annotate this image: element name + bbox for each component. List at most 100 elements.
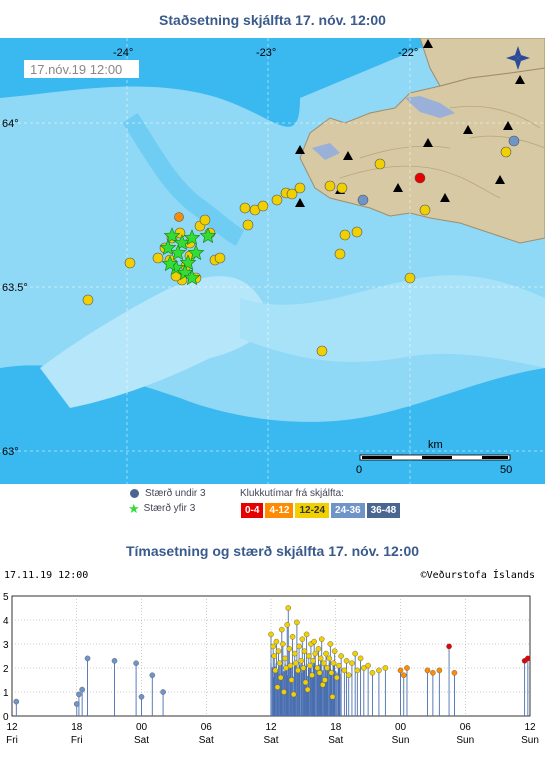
quake-marker bbox=[500, 146, 512, 158]
quake-marker bbox=[316, 345, 328, 357]
quake-point bbox=[303, 631, 310, 638]
quake-point bbox=[305, 653, 312, 659]
x-tick-day-label: Sat bbox=[263, 735, 278, 746]
magnitude-legend: Stærð undir 3 ★ Stærð yfir 3 bbox=[128, 486, 206, 516]
y-tick-label: 5 bbox=[3, 592, 9, 603]
quake-point bbox=[278, 626, 285, 633]
credit: ©Veðurstofa Íslands bbox=[420, 570, 535, 581]
quake-point bbox=[322, 677, 328, 683]
contours bbox=[339, 105, 545, 199]
quake-point bbox=[280, 641, 286, 647]
star-icon: ★ bbox=[128, 501, 140, 516]
quake-marker bbox=[124, 257, 136, 269]
quake-point bbox=[289, 634, 296, 640]
quake-marker bbox=[357, 194, 369, 206]
quake-marker bbox=[339, 229, 351, 241]
quake-point bbox=[274, 684, 281, 690]
quake-point bbox=[76, 691, 82, 698]
quake-point bbox=[323, 650, 329, 657]
star-marker bbox=[169, 244, 187, 261]
quake-point bbox=[446, 643, 452, 650]
station-icon bbox=[423, 138, 433, 147]
quake-marker bbox=[199, 214, 211, 226]
quake-point bbox=[283, 665, 289, 671]
star-marker bbox=[183, 269, 201, 286]
quake-point bbox=[298, 658, 305, 664]
quake-point bbox=[404, 665, 410, 671]
quake-point bbox=[290, 691, 297, 698]
x-tick-label: 00 bbox=[395, 722, 407, 733]
quake-point bbox=[296, 643, 302, 650]
quake-point bbox=[295, 667, 301, 674]
lat-label: 63.5° bbox=[2, 282, 28, 294]
quake-point bbox=[436, 667, 443, 674]
hour-bin-0: 0-4 bbox=[240, 502, 265, 519]
quake-point bbox=[307, 662, 313, 669]
quake-point bbox=[276, 660, 283, 666]
earthquake-map[interactable]: -24° -23° -22° 64° 63.5° 63° 17.nóv.19 1… bbox=[0, 37, 545, 484]
quake-point bbox=[160, 689, 166, 695]
quake-marker bbox=[324, 180, 336, 192]
star-marker bbox=[161, 255, 179, 272]
x-tick-label: 18 bbox=[330, 722, 342, 733]
quake-marker bbox=[286, 188, 298, 200]
quake-marker bbox=[152, 252, 164, 264]
y-tick-label: 0 bbox=[3, 712, 9, 723]
timeline-title: Tímasetning og stærð skjálfta 17. nóv. 1… bbox=[125, 543, 420, 559]
quake-marker bbox=[374, 158, 386, 170]
x-tick-day-label: Sun bbox=[392, 735, 410, 746]
quake-point bbox=[314, 665, 321, 671]
station-icon bbox=[295, 198, 305, 207]
star-marker bbox=[163, 227, 181, 244]
hours-legend: Klukkutímar frá skjálfta: 0-4 4-12 12-24… bbox=[240, 488, 402, 519]
quake-point bbox=[324, 665, 330, 671]
quake-marker bbox=[351, 226, 363, 238]
quake-point bbox=[317, 655, 324, 662]
quake-point bbox=[345, 672, 352, 678]
ridge-shallow bbox=[40, 276, 267, 408]
quake-marker bbox=[271, 194, 283, 206]
scale-unit: km bbox=[428, 439, 443, 451]
quake-point bbox=[288, 677, 295, 683]
lon-label: -23° bbox=[256, 47, 276, 59]
quake-point bbox=[287, 662, 294, 669]
x-tick-day-label: Sat bbox=[328, 735, 343, 746]
quake-point bbox=[327, 641, 334, 647]
y-tick-label: 2 bbox=[3, 664, 9, 675]
quake-point bbox=[309, 672, 315, 678]
quake-point bbox=[361, 665, 367, 671]
quake-point bbox=[397, 667, 404, 674]
quake-point bbox=[451, 670, 458, 676]
timestamp-box bbox=[24, 60, 139, 78]
quake-point bbox=[329, 694, 336, 700]
quake-point bbox=[369, 670, 376, 676]
quake-point bbox=[277, 674, 284, 681]
quake-point bbox=[382, 665, 389, 671]
quake-point bbox=[525, 655, 531, 662]
quake-point bbox=[357, 655, 364, 662]
quake-point bbox=[304, 686, 311, 693]
quake-point bbox=[275, 648, 282, 654]
quake-marker bbox=[414, 172, 426, 184]
x-tick-day-label: Sun bbox=[456, 735, 474, 746]
x-tick-label: 12 bbox=[265, 722, 277, 733]
station-icon bbox=[515, 75, 525, 84]
quake-point bbox=[336, 662, 342, 669]
quake-point bbox=[133, 660, 139, 666]
star-marker bbox=[199, 227, 217, 244]
scale-bar: km 0 50 bbox=[356, 439, 512, 476]
quake-point bbox=[321, 660, 327, 666]
station-icon bbox=[393, 183, 403, 192]
quake-point bbox=[315, 646, 322, 652]
star-marker bbox=[159, 239, 177, 256]
lat-label: 63° bbox=[2, 446, 19, 458]
quake-point bbox=[302, 679, 309, 686]
quake-point bbox=[291, 650, 298, 657]
quake-point bbox=[138, 694, 145, 700]
x-tick-label: 12 bbox=[524, 722, 536, 733]
quake-point bbox=[299, 636, 306, 643]
quake-point bbox=[285, 605, 292, 611]
hours-legend-title: Klukkutímar frá skjálfta: bbox=[240, 488, 344, 499]
timeline-chart[interactable]: 0 1 2 3 4 5 12 Fri 18 Fri 00 Sat 06 Sat 12 Sat 18 Sat 00 Su… bbox=[0, 586, 545, 771]
quake-point bbox=[349, 660, 355, 666]
